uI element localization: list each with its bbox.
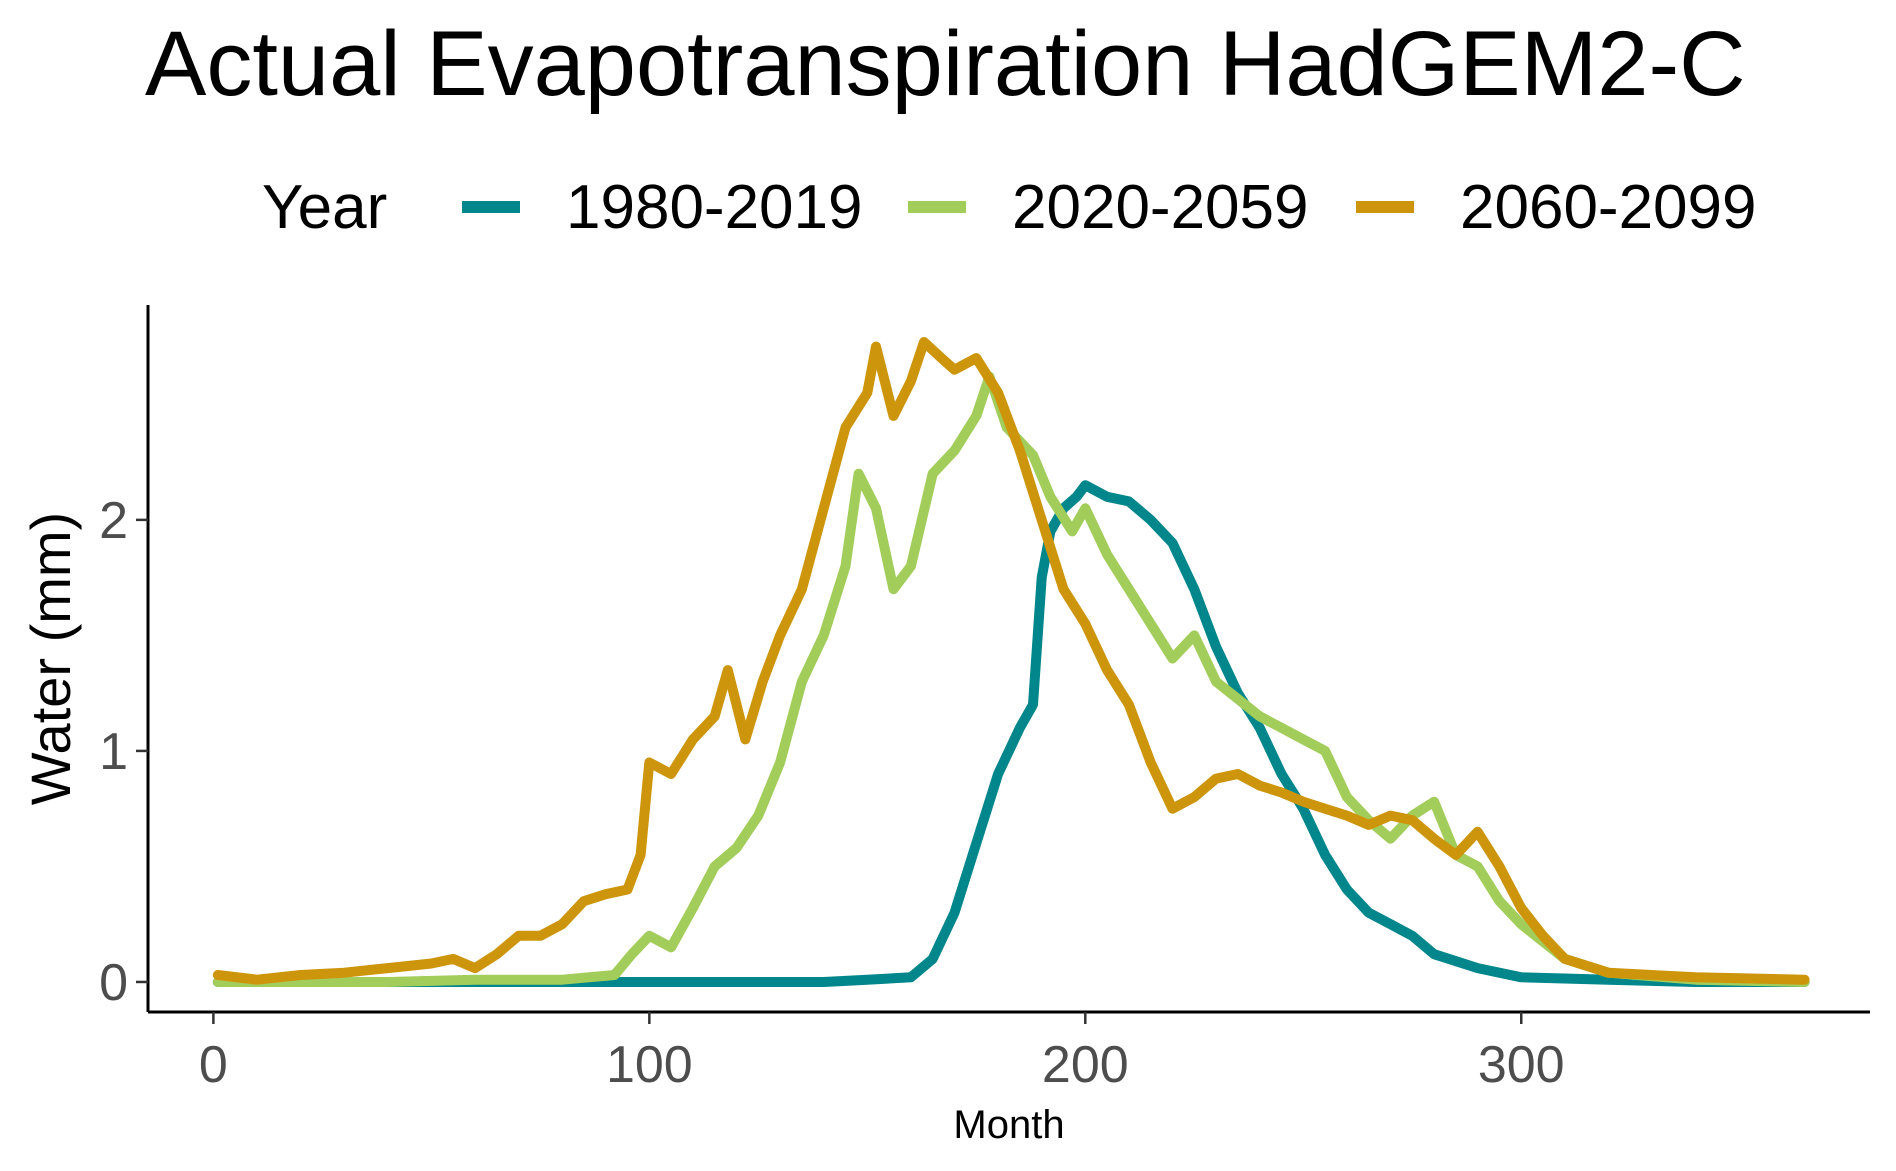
y-tick-label: 1 — [99, 723, 128, 781]
x-tick-label: 100 — [606, 1036, 693, 1094]
legend: Year 1980-2019 2020-2059 2060-2099 — [262, 173, 1757, 242]
y-tick-label: 0 — [99, 954, 128, 1012]
legend-label-2060-2099: 2060-2099 — [1460, 173, 1757, 242]
series-layer — [212, 337, 1810, 987]
legend-label-2020-2059: 2020-2059 — [1012, 173, 1309, 242]
y-axis-title: Water (mm) — [19, 512, 82, 805]
series-line-2020-2059 — [212, 371, 1810, 987]
y-ticks: 0 1 2 — [99, 492, 148, 1012]
x-axis-title: Month — [953, 1103, 1064, 1147]
y-tick-label: 2 — [99, 492, 128, 550]
chart-title: Actual Evapotranspiration HadGEM2-C — [145, 13, 1746, 115]
legend-label-1980-2019: 1980-2019 — [566, 173, 863, 242]
series-line-1980-2019 — [212, 480, 1810, 987]
plot-area: 0 100 200 300 0 1 2 — [99, 305, 1870, 1094]
legend-title: Year — [262, 173, 387, 242]
x-tick-label: 200 — [1042, 1036, 1129, 1094]
x-tick-label: 300 — [1478, 1036, 1565, 1094]
series-line-2060-2099 — [212, 337, 1810, 985]
x-ticks: 0 100 200 300 — [199, 1012, 1565, 1094]
x-tick-label: 0 — [199, 1036, 228, 1094]
